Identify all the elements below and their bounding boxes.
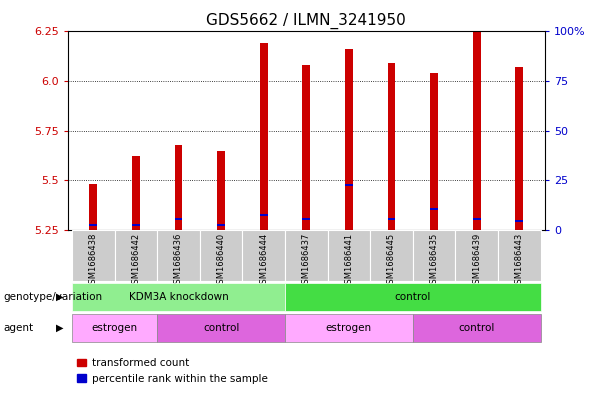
Bar <box>430 208 438 210</box>
Bar <box>302 218 310 220</box>
Bar <box>285 314 413 342</box>
Text: control: control <box>458 323 495 333</box>
Bar <box>175 145 183 230</box>
Bar <box>115 230 157 281</box>
Text: ▶: ▶ <box>56 292 64 302</box>
Bar <box>90 184 97 230</box>
Bar <box>345 184 353 186</box>
Bar <box>72 314 157 342</box>
Text: GSM1686436: GSM1686436 <box>174 232 183 289</box>
Bar <box>175 218 183 220</box>
Text: GSM1686435: GSM1686435 <box>429 232 439 289</box>
Text: control: control <box>395 292 431 302</box>
Bar <box>455 230 498 281</box>
Bar <box>473 218 481 220</box>
Bar <box>90 224 97 226</box>
Bar <box>157 314 285 342</box>
Bar <box>388 63 395 230</box>
Bar <box>473 31 481 230</box>
Bar <box>515 220 523 222</box>
Text: GSM1686441: GSM1686441 <box>345 232 353 288</box>
Text: estrogen: estrogen <box>326 323 372 333</box>
Bar <box>345 49 353 230</box>
Text: GSM1686437: GSM1686437 <box>302 232 311 289</box>
Bar <box>370 230 413 281</box>
Title: GDS5662 / ILMN_3241950: GDS5662 / ILMN_3241950 <box>206 13 406 29</box>
Bar <box>302 65 310 230</box>
Legend: transformed count, percentile rank within the sample: transformed count, percentile rank withi… <box>73 354 272 388</box>
Bar <box>515 67 523 230</box>
Text: genotype/variation: genotype/variation <box>3 292 102 302</box>
Bar <box>132 156 140 230</box>
Bar <box>498 230 541 281</box>
Text: estrogen: estrogen <box>91 323 138 333</box>
Bar <box>217 151 225 230</box>
Bar <box>260 43 267 230</box>
Bar <box>388 218 395 220</box>
Bar <box>285 230 327 281</box>
Bar <box>217 224 225 226</box>
Bar <box>413 230 455 281</box>
Text: GSM1686439: GSM1686439 <box>472 232 481 289</box>
Bar <box>260 214 267 216</box>
Bar <box>243 230 285 281</box>
Bar <box>200 230 243 281</box>
Bar <box>327 230 370 281</box>
Bar <box>413 314 541 342</box>
Bar <box>157 230 200 281</box>
Bar <box>72 230 115 281</box>
Text: GSM1686440: GSM1686440 <box>217 232 226 288</box>
Text: GSM1686445: GSM1686445 <box>387 232 396 288</box>
Text: GSM1686438: GSM1686438 <box>89 232 98 289</box>
Bar <box>72 283 285 311</box>
Bar <box>430 73 438 230</box>
Text: agent: agent <box>3 323 33 333</box>
Text: ▶: ▶ <box>56 323 64 333</box>
Text: GSM1686444: GSM1686444 <box>259 232 268 288</box>
Bar <box>285 283 541 311</box>
Text: KDM3A knockdown: KDM3A knockdown <box>128 292 229 302</box>
Text: GSM1686443: GSM1686443 <box>515 232 524 289</box>
Text: GSM1686442: GSM1686442 <box>131 232 140 288</box>
Bar <box>132 224 140 226</box>
Text: control: control <box>203 323 239 333</box>
